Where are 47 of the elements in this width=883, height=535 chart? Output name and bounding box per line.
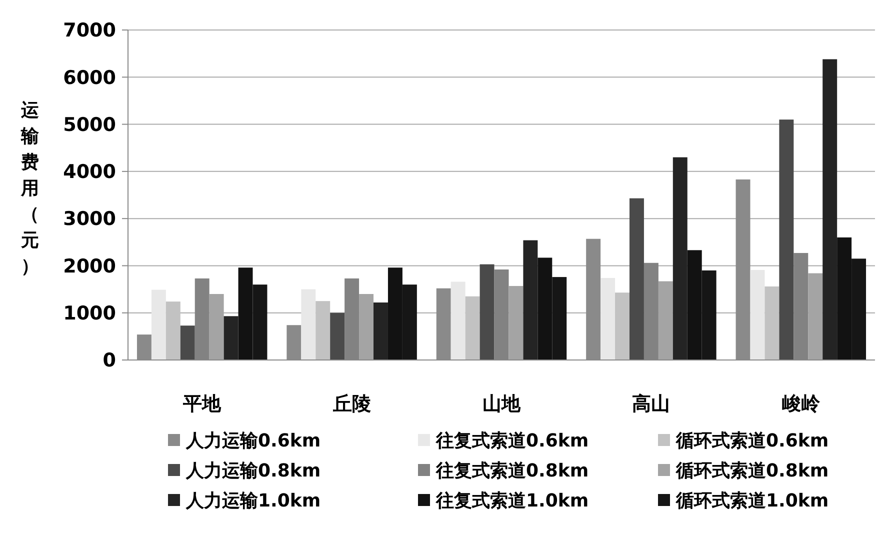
x-tick-label: 平地 xyxy=(182,393,222,415)
bar xyxy=(180,326,195,360)
bar xyxy=(658,281,673,360)
bar xyxy=(465,296,480,360)
y-tick-label: 2000 xyxy=(63,255,116,278)
legend-label: 人力运输0.6km xyxy=(185,430,321,452)
y-tick-label: 7000 xyxy=(63,20,116,42)
y-tick-label: 4000 xyxy=(63,161,116,184)
bar xyxy=(330,312,345,360)
y-tick-label: 1000 xyxy=(63,302,116,325)
bar xyxy=(166,302,180,360)
bar xyxy=(523,240,538,360)
bar xyxy=(600,278,616,360)
y-tick-label: 0 xyxy=(102,350,116,372)
x-tick-label: 高山 xyxy=(632,393,670,415)
bar xyxy=(750,270,765,360)
bar xyxy=(822,59,838,360)
legend-label: 往复式索道1.0km xyxy=(435,490,589,512)
bar xyxy=(779,120,794,360)
bar xyxy=(672,157,688,360)
legend-label: 往复式索道0.6km xyxy=(435,430,589,452)
bar xyxy=(764,286,780,360)
legend-label: 循环式索道0.6km xyxy=(675,430,829,452)
bar xyxy=(359,294,374,360)
legend-label: 人力运输0.8km xyxy=(185,460,321,482)
legend-label: 循环式索道1.0km xyxy=(675,490,829,512)
y-axis-title: 运输费用（元） xyxy=(20,100,40,277)
bar xyxy=(224,316,238,360)
legend-label: 循环式索道0.8km xyxy=(675,460,829,482)
legend-label: 人力运输1.0km xyxy=(185,490,321,512)
bar xyxy=(808,273,823,360)
bar xyxy=(151,290,166,360)
x-tick-label: 丘陵 xyxy=(332,393,371,415)
bar xyxy=(301,289,316,360)
y-tick-label: 3000 xyxy=(63,208,116,230)
bar xyxy=(508,286,524,360)
y-tick-label: 5000 xyxy=(63,114,116,136)
x-tick-label: 峻岭 xyxy=(782,393,821,415)
legend-label: 往复式索道0.8km xyxy=(435,460,589,482)
bar xyxy=(316,301,330,360)
x-tick-label: 山地 xyxy=(482,393,522,415)
bar xyxy=(450,282,466,360)
bar xyxy=(615,292,630,360)
y-tick-label: 6000 xyxy=(63,66,116,89)
bar xyxy=(374,302,388,360)
bar xyxy=(629,198,644,360)
bar xyxy=(480,264,494,360)
